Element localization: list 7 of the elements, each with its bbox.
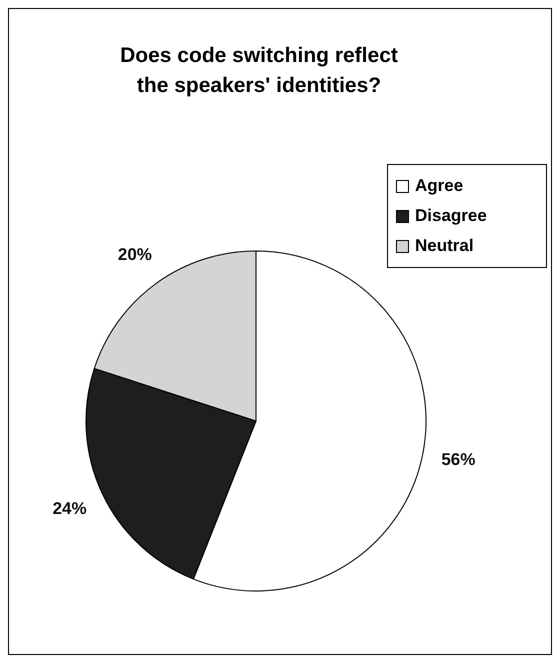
data-label: 24% xyxy=(52,499,87,518)
data-label: 56% xyxy=(441,450,476,470)
chart-title: Does code switching reflect the speakers' identities? xyxy=(119,43,399,99)
legend-label: Neutral xyxy=(415,236,474,256)
legend-label: Agree xyxy=(415,176,464,196)
data-label: 20% xyxy=(118,244,152,264)
legend-label: Disagree xyxy=(415,206,487,226)
